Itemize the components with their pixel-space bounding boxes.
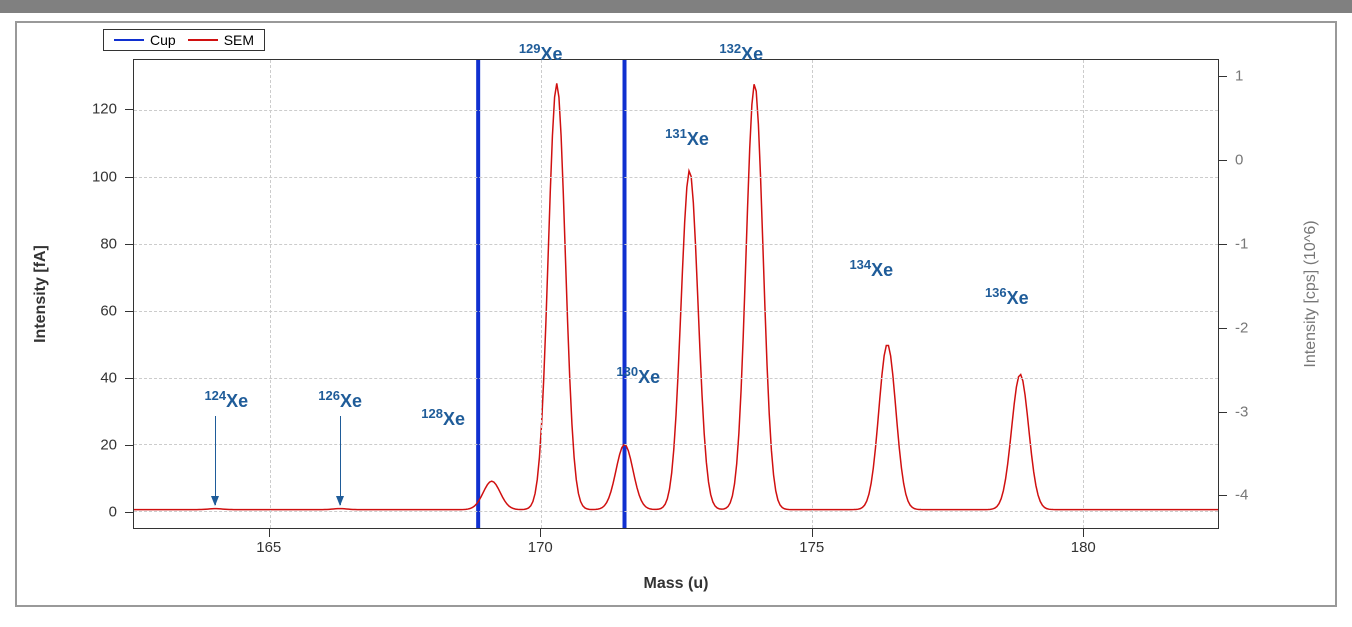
x-axis: Mass (u) 165 170 175 180: [133, 529, 1219, 599]
tick-y-right: [1219, 160, 1227, 161]
tick-label-y-right: 1: [1235, 67, 1243, 84]
tick-y-left: [125, 109, 133, 110]
tick-x: [540, 529, 541, 537]
tick-y-right: [1219, 412, 1227, 413]
tick-label-y-right: -3: [1235, 403, 1248, 420]
legend-label-cup: Cup: [150, 32, 176, 48]
gridline-h: [134, 177, 1218, 178]
peak-label-130xe: 130Xe: [616, 364, 660, 388]
peak-label-126xe: 126Xe: [318, 388, 362, 412]
tick-label-y-left: 60: [100, 302, 117, 319]
tick-y-left: [125, 512, 133, 513]
tick-label-y-left: 100: [92, 168, 117, 185]
plot-area: 124Xe126Xe128Xe129Xe130Xe131Xe132Xe134Xe…: [133, 59, 1219, 529]
tick-label-y-right: -4: [1235, 487, 1248, 504]
peak-label-136xe: 136Xe: [985, 285, 1029, 309]
legend-swatch-sem: [188, 39, 218, 41]
legend-swatch-cup: [114, 39, 144, 41]
legend-label-sem: SEM: [224, 32, 254, 48]
tick-y-left: [125, 177, 133, 178]
peak-label-129xe: 129Xe: [519, 41, 563, 65]
peak-label-124xe: 124Xe: [204, 388, 248, 412]
tick-label-y-left: 120: [92, 101, 117, 118]
tick-label-x: 180: [1071, 539, 1096, 556]
tick-x: [1083, 529, 1084, 537]
tick-y-left: [125, 311, 133, 312]
tick-label-y-left: 80: [100, 235, 117, 252]
tick-y-left: [125, 378, 133, 379]
peak-label-131xe: 131Xe: [665, 126, 709, 150]
gridline-h: [134, 444, 1218, 445]
tick-y-right: [1219, 244, 1227, 245]
tick-y-right: [1219, 328, 1227, 329]
gridline-h: [134, 311, 1218, 312]
tick-label-y-right: -2: [1235, 319, 1248, 336]
gridline-h: [134, 378, 1218, 379]
chart-container: Cup SEM Intensity [fA] 0 20 40 60 80 100 120 I…: [15, 21, 1337, 607]
y-axis-right-label: Intensity [cps] (10^6): [1302, 220, 1320, 367]
tick-y-left: [125, 244, 133, 245]
gridline-h: [134, 511, 1218, 512]
y-axis-left: Intensity [fA] 0 20 40 60 80 100 120: [23, 59, 133, 529]
peak-label-134xe: 134Xe: [849, 257, 893, 281]
tick-x: [812, 529, 813, 537]
tick-y-left: [125, 445, 133, 446]
tick-label-x: 170: [528, 539, 553, 556]
peak-arrow: [215, 416, 216, 505]
peak-arrow: [340, 416, 341, 505]
tick-label-x: 175: [799, 539, 824, 556]
gridline-h: [134, 110, 1218, 111]
legend: Cup SEM: [103, 29, 265, 51]
tick-y-right: [1219, 495, 1227, 496]
tick-x: [269, 529, 270, 537]
tick-label-y-left: 40: [100, 369, 117, 386]
gridline-v: [270, 60, 271, 528]
gridline-v: [1083, 60, 1084, 528]
peak-label-132xe: 132Xe: [719, 41, 763, 65]
legend-item-sem: SEM: [188, 32, 254, 48]
gridline-v: [812, 60, 813, 528]
top-bar: [0, 0, 1352, 13]
legend-item-cup: Cup: [114, 32, 176, 48]
tick-label-y-right: -1: [1235, 235, 1248, 252]
chart-inner: Cup SEM Intensity [fA] 0 20 40 60 80 100 120 I…: [23, 29, 1329, 599]
tick-label-y-left: 20: [100, 437, 117, 454]
tick-label-x: 165: [256, 539, 281, 556]
y-axis-right: Intensity [cps] (10^6) -4 -3 -2 -1 0 1: [1219, 59, 1329, 529]
y-axis-left-label: Intensity [fA]: [32, 245, 50, 343]
x-axis-label: Mass (u): [644, 575, 709, 593]
peak-label-128xe: 128Xe: [421, 406, 465, 430]
tick-label-y-left: 0: [109, 504, 117, 521]
gridline-h: [134, 244, 1218, 245]
tick-y-right: [1219, 76, 1227, 77]
gridline-v: [541, 60, 542, 528]
tick-label-y-right: 0: [1235, 151, 1243, 168]
